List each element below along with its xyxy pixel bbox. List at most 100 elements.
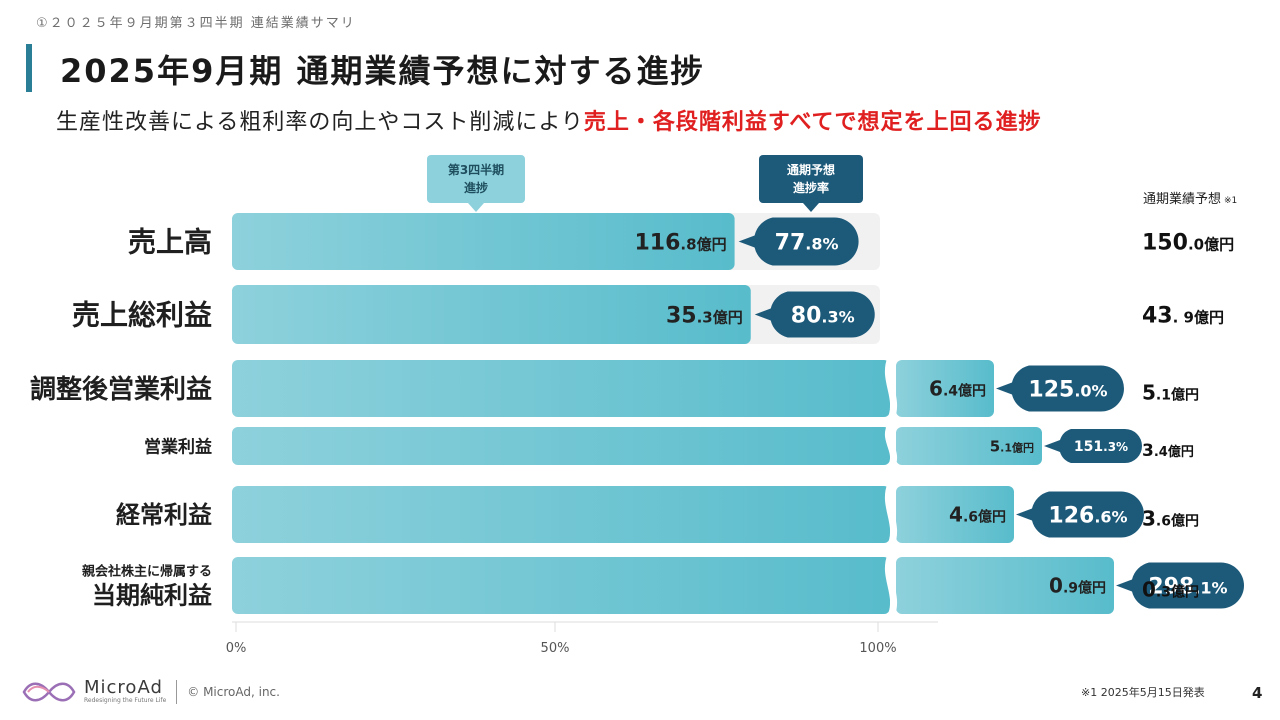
rate-value-int: 298	[1148, 575, 1194, 600]
footnote: ※1 2025年5月15日発表	[1081, 686, 1205, 699]
bar-q3-progress	[232, 285, 751, 344]
row-label: 営業利益	[144, 436, 212, 457]
rate-value-int: 151	[1074, 439, 1103, 455]
q3-value-unit: 億円	[978, 509, 1006, 526]
subtitle-accent: 売上・各段階利益すべてで想定を上回る進捗	[583, 110, 1042, 135]
q3-value-unit: 億円	[1012, 440, 1034, 454]
subtitle-normal: 生産性改善による粗利率の向上やコスト削減により	[56, 110, 584, 135]
forecast-value-int: 0	[1142, 578, 1156, 602]
forecast-value-unit: 億円	[1171, 387, 1199, 404]
rate-value-dec: .3%	[821, 308, 854, 327]
bar-q3-progress-ext	[896, 427, 1042, 465]
rate-value-int: 125	[1028, 378, 1074, 403]
bar-q3-progress	[232, 486, 890, 543]
q3-value: 4.6億円	[949, 503, 1006, 527]
rate-value-dec: .0%	[1074, 382, 1107, 401]
bar-q3-progress-ext	[896, 360, 994, 417]
footer-logo: MicroAd Redesigning the Future Life © Mi…	[20, 679, 280, 705]
rate-badge	[738, 217, 859, 266]
row-label: 調整後営業利益	[30, 374, 212, 405]
axis-break	[884, 482, 898, 547]
q3-value-unit: 億円	[1078, 580, 1106, 597]
page-subtitle: 生産性改善による粗利率の向上やコスト削減により売上・各段階利益すべてで想定を上回…	[56, 104, 1042, 136]
q3-value-dec: .1	[1000, 441, 1012, 454]
q3-value-dec: .9	[1063, 581, 1078, 597]
rate-value: 151.3%	[1074, 439, 1128, 455]
q3-value: 35.3億円	[666, 303, 743, 328]
forecast-value-int: 3	[1142, 507, 1156, 531]
q3-value-int: 116	[634, 230, 680, 255]
rate-badge	[996, 365, 1124, 412]
row-label: 売上高	[128, 226, 212, 259]
page-title: 2025年9月期 通期業績予想に対する進捗	[60, 52, 705, 90]
forecast-value-unit: 億円	[1171, 584, 1199, 601]
callout-q3-line2: 進捗	[464, 180, 488, 195]
q3-value: 0.9億円	[1049, 574, 1106, 598]
forecast-value-int: 3	[1142, 441, 1154, 461]
q3-value-unit: 億円	[697, 235, 727, 253]
logo-text: MicroAd Redesigning the Future Life	[84, 679, 166, 705]
axis-tick-label: 50%	[541, 641, 570, 656]
callout-q3-line1: 第3四半期	[448, 162, 504, 177]
logo-name: MicroAd	[84, 677, 163, 698]
axis-break	[884, 356, 898, 421]
row-label-pre: 親会社株主に帰属する	[82, 564, 212, 580]
q3-value-int: 4	[949, 503, 963, 527]
chart-row-3: 営業利益 5.1億円 151.3% 3.4億円	[144, 423, 1194, 469]
rate-value-int: 80	[791, 304, 822, 329]
x-axis: 0% 50% 100%	[226, 621, 938, 656]
row-label: 売上総利益	[72, 299, 212, 332]
axis-break	[884, 423, 898, 469]
forecast-value: 3.6億円	[1142, 507, 1199, 531]
bar-q3-progress	[232, 557, 890, 614]
page-number: 4	[1252, 684, 1263, 702]
forecast-value-dec: . 9	[1173, 308, 1194, 326]
axis-break	[884, 553, 898, 618]
row-label-pre-text: 親会社株主に帰属する	[82, 564, 212, 580]
rate-value-int: 126	[1048, 504, 1094, 529]
callout-q3-box	[427, 155, 525, 203]
logo-separator	[176, 680, 178, 704]
chart-row-1: 売上総利益 35.3億円 80.3% 43. 9億円	[72, 285, 1224, 344]
copyright: © MicroAd, inc.	[187, 685, 280, 699]
rate-badge	[1044, 429, 1142, 463]
q3-value-dec: .6	[963, 510, 978, 526]
rate-value-dec: .1%	[1194, 579, 1227, 598]
forecast-header: 通期業績予想 ※1	[1143, 188, 1237, 207]
q3-value-int: 0	[1049, 574, 1063, 598]
rate-value-dec: .6%	[1094, 508, 1127, 527]
rate-value: 77.8%	[775, 231, 839, 256]
callout-q3-pointer	[468, 203, 484, 212]
forecast-value-dec: .0	[1188, 235, 1204, 253]
q3-value: 116.8億円	[634, 230, 726, 255]
rate-value-dec: .3%	[1103, 440, 1128, 454]
q3-value-int: 5	[990, 437, 1000, 455]
q3-value-unit: 億円	[713, 308, 743, 326]
row-label-text: 調整後営業利益	[30, 374, 212, 405]
q3-value: 6.4億円	[929, 377, 986, 401]
forecast-value-dec: .1	[1156, 388, 1171, 404]
row-label: 当期純利益	[92, 582, 212, 610]
chart-row-4: 経常利益 4.6億円 126.6% 3.6億円	[116, 482, 1199, 547]
chart-row-0: 売上高 116.8億円 77.8% 150.0億円	[128, 213, 1234, 270]
callout-rate-line1: 通期予想	[787, 162, 835, 177]
forecast-value: 150.0億円	[1142, 230, 1234, 255]
forecast-value-unit: 億円	[1171, 513, 1199, 530]
forecast-value: 5.1億円	[1142, 381, 1199, 405]
row-label-text: 経常利益	[116, 501, 212, 529]
rate-value: 126.6%	[1048, 504, 1127, 529]
forecast-value-unit: 億円	[1204, 235, 1234, 253]
breadcrumb: ①２０２５年９月期第３四半期 連結業績サマリ	[36, 16, 356, 31]
bar-q3-progress-ext	[896, 557, 1114, 614]
row-label-text: 営業利益	[144, 436, 212, 457]
row-label-text: 当期純利益	[92, 582, 212, 610]
forecast-value: 3.4億円	[1142, 441, 1194, 461]
forecast-header-note: ※1	[1224, 196, 1238, 206]
q3-value-int: 6	[929, 377, 943, 401]
bar-q3-progress	[232, 213, 735, 270]
forecast-value-dec: .3	[1156, 585, 1171, 601]
rate-value-dec: .8%	[805, 235, 838, 254]
